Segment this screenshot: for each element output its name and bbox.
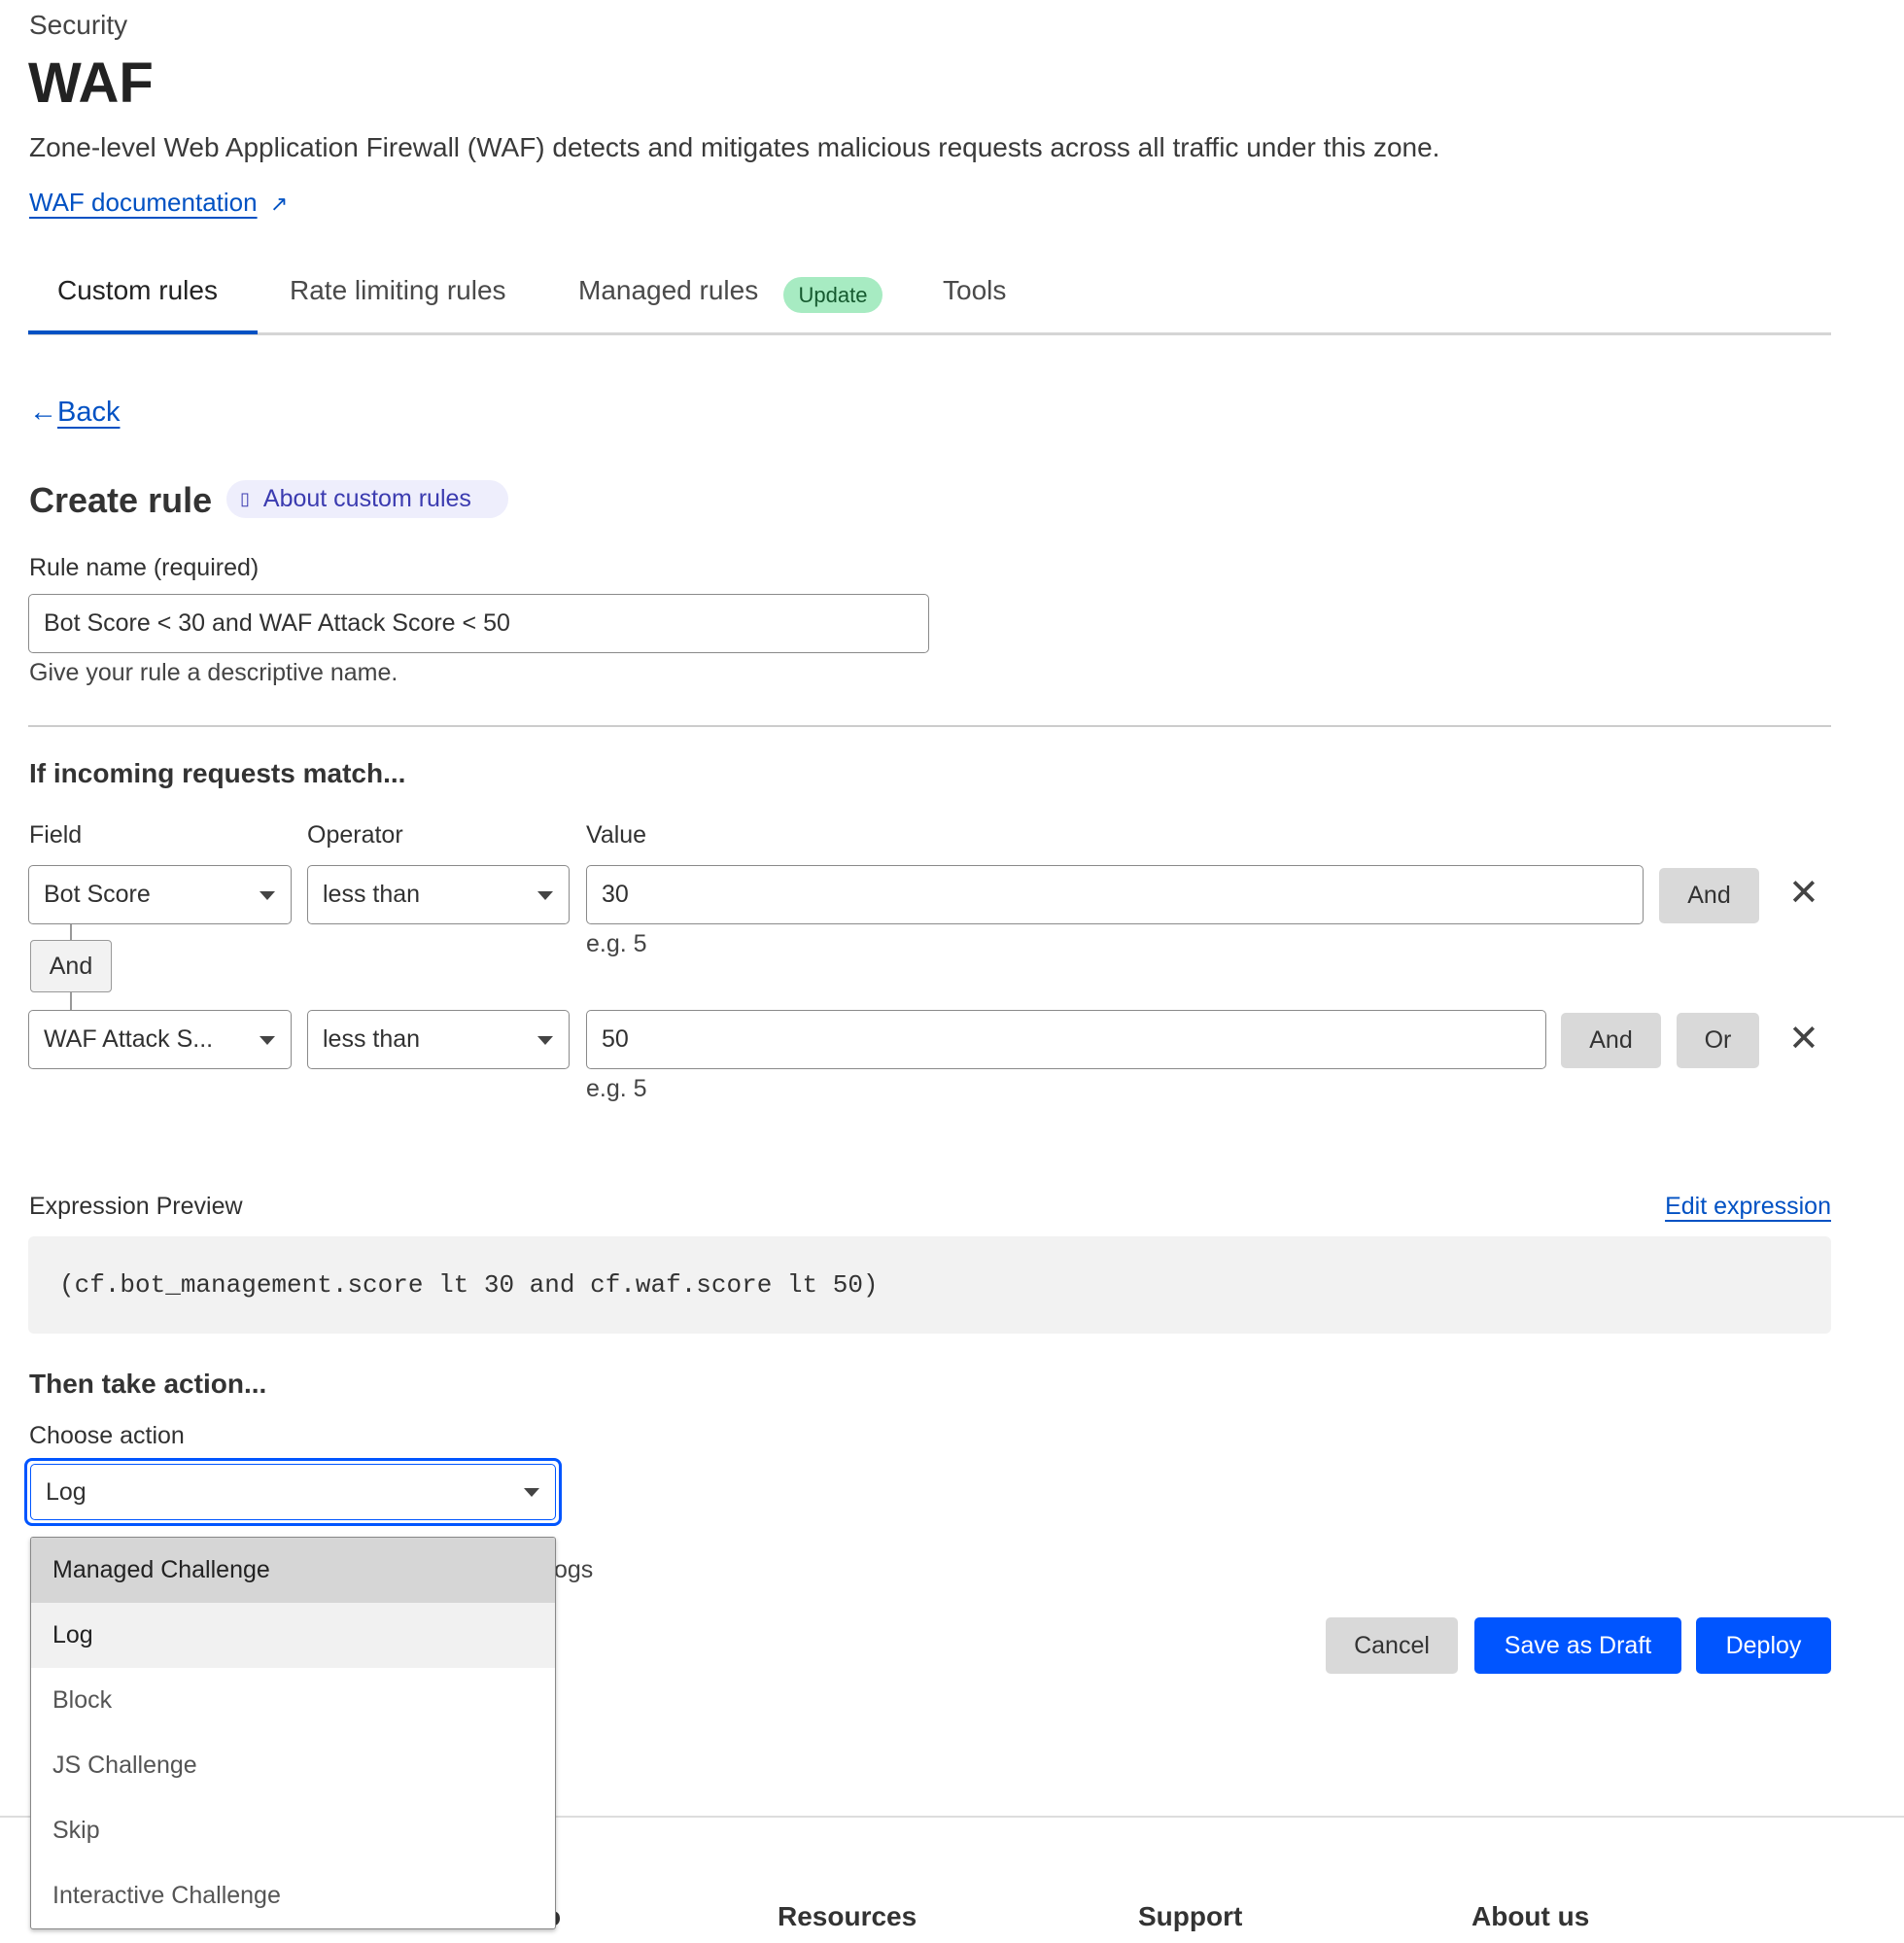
footer-divider — [0, 1816, 1904, 1818]
tab-rate-limiting-rules[interactable]: Rate limiting rules — [290, 275, 506, 305]
value-input-2[interactable]: 50 — [586, 1010, 1546, 1069]
about-custom-rules-label: About custom rules — [262, 485, 471, 512]
tab-managed-rules[interactable]: Managed rules — [578, 275, 759, 305]
field-select-1[interactable]: Bot Score — [28, 865, 292, 924]
value-hint-2: e.g. 5 — [586, 1075, 647, 1102]
action-select[interactable]: Log — [30, 1464, 556, 1520]
value-label: Value — [586, 821, 647, 849]
operator-value-2: less than — [323, 1025, 421, 1053]
or-button-2[interactable]: Or — [1677, 1013, 1759, 1068]
page-description: Zone-level Web Application Firewall (WAF… — [29, 132, 1440, 162]
chevron-down-icon — [537, 890, 553, 900]
value-input-1[interactable]: 30 — [586, 865, 1644, 924]
tab-active-indicator — [28, 330, 258, 334]
waf-documentation-link[interactable]: WAF documentation ↗ — [29, 188, 288, 218]
field-value-1: Bot Score — [44, 881, 151, 908]
chevron-down-icon — [524, 1488, 539, 1497]
match-heading: If incoming requests match... — [29, 758, 406, 788]
option-js-challenge[interactable]: JS Challenge — [52, 1752, 197, 1779]
value-hint-1: e.g. 5 — [586, 930, 647, 957]
create-rule-title: Create rule — [29, 480, 213, 520]
save-as-draft-button[interactable]: Save as Draft — [1474, 1617, 1681, 1674]
update-badge: Update — [783, 277, 883, 313]
footer-heading-support: Support — [1138, 1901, 1243, 1931]
remove-row-1-icon[interactable]: ✕ — [1788, 873, 1819, 914]
operator-value-1: less than — [323, 881, 421, 908]
rule-name-value: Bot Score < 30 and WAF Attack Score < 50 — [44, 609, 510, 637]
arrow-left-icon: ← — [29, 397, 57, 428]
and-button-1[interactable]: And — [1659, 868, 1759, 923]
tab-custom-rules[interactable]: Custom rules — [57, 275, 218, 305]
back-link[interactable]: ←Back — [29, 397, 120, 429]
footer-heading-about: About us — [1471, 1901, 1590, 1931]
option-block[interactable]: Block — [52, 1686, 113, 1714]
chevron-down-icon — [260, 890, 275, 900]
book-icon: ▯ — [240, 489, 250, 508]
field-select-2[interactable]: WAF Attack S... — [28, 1010, 292, 1069]
field-label: Field — [29, 821, 83, 849]
action-heading: Then take action... — [29, 1369, 267, 1399]
page-title: WAF — [28, 52, 154, 115]
option-managed-challenge[interactable]: Managed Challenge — [31, 1538, 555, 1603]
operator-select-2[interactable]: less than — [307, 1010, 570, 1069]
field-value-2: WAF Attack S... — [44, 1025, 214, 1053]
tab-divider — [28, 332, 1831, 335]
waf-documentation-label: WAF documentation — [29, 188, 258, 217]
action-selected-value: Log — [46, 1477, 87, 1506]
option-skip[interactable]: Skip — [52, 1817, 100, 1844]
operator-select-1[interactable]: less than — [307, 865, 570, 924]
value-text-1: 30 — [602, 881, 629, 908]
rule-name-helper: Give your rule a descriptive name. — [29, 659, 398, 686]
chevron-down-icon — [260, 1035, 275, 1045]
rule-name-input[interactable]: Bot Score < 30 and WAF Attack Score < 50 — [28, 594, 929, 653]
option-interactive-challenge[interactable]: Interactive Challenge — [52, 1882, 281, 1909]
value-text-2: 50 — [602, 1025, 629, 1053]
option-log[interactable]: Log — [31, 1603, 555, 1668]
footer-heading-resources: Resources — [778, 1901, 917, 1931]
tab-tools[interactable]: Tools — [943, 275, 1007, 305]
operator-label: Operator — [307, 821, 403, 849]
expression-preview-label: Expression Preview — [29, 1193, 243, 1220]
choose-action-label: Choose action — [29, 1422, 185, 1449]
breadcrumb-section: Security — [29, 10, 128, 40]
action-hint-fragment: ogs — [554, 1556, 594, 1583]
external-link-icon: ↗ — [269, 191, 289, 216]
chevron-down-icon — [537, 1035, 553, 1045]
action-select-focus-ring — [24, 1458, 562, 1526]
remove-row-2-icon[interactable]: ✕ — [1788, 1019, 1819, 1059]
action-dropdown-menu: Managed Challenge Log Block JS Challenge… — [30, 1537, 556, 1929]
deploy-button[interactable]: Deploy — [1696, 1617, 1831, 1674]
and-connector-button[interactable]: And — [30, 940, 112, 992]
section-divider — [28, 725, 1831, 727]
edit-expression-label: Edit expression — [1665, 1193, 1831, 1220]
about-custom-rules-button[interactable]: ▯ About custom rules — [226, 480, 508, 518]
edit-expression-link[interactable]: Edit expression — [1665, 1193, 1831, 1221]
expression-code: (cf.bot_management.score lt 30 and cf.wa… — [59, 1270, 879, 1300]
and-button-2[interactable]: And — [1561, 1013, 1661, 1068]
cancel-button[interactable]: Cancel — [1326, 1617, 1458, 1674]
expression-preview-box — [28, 1236, 1831, 1334]
rule-name-label: Rule name (required) — [29, 554, 260, 581]
back-label: Back — [57, 397, 121, 428]
